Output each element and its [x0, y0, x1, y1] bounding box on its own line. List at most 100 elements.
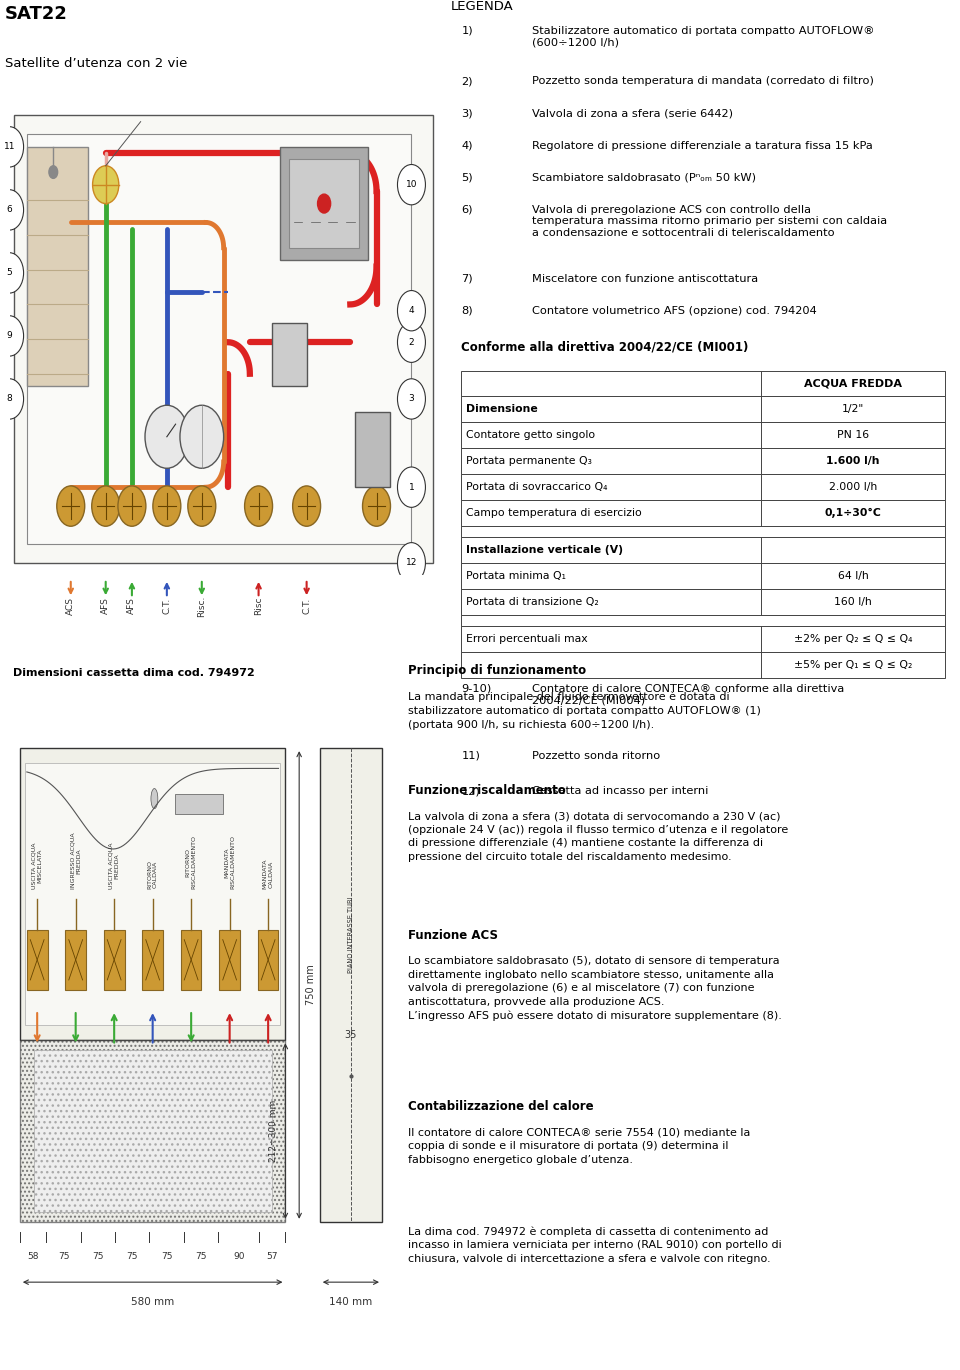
- Text: 5): 5): [461, 173, 473, 182]
- Text: 160 l/h: 160 l/h: [834, 597, 872, 607]
- Text: INGRESSO ACQUA
FREDDA: INGRESSO ACQUA FREDDA: [70, 833, 81, 889]
- Text: Errori percentuali max: Errori percentuali max: [467, 634, 588, 644]
- Text: Dimensioni cassetta dima cod. 794972: Dimensioni cassetta dima cod. 794972: [13, 667, 254, 678]
- Circle shape: [151, 789, 157, 808]
- Bar: [20, 1040, 285, 1222]
- Bar: [180, 930, 202, 991]
- Circle shape: [397, 543, 425, 584]
- Circle shape: [397, 322, 425, 363]
- Bar: [27, 134, 412, 544]
- Bar: [461, 474, 945, 500]
- Text: Regolatore di pressione differenziale a taratura fissa 15 kPa: Regolatore di pressione differenziale a …: [532, 141, 873, 151]
- Text: 9-10): 9-10): [461, 684, 492, 693]
- Bar: [272, 323, 306, 386]
- Text: 1/2": 1/2": [842, 404, 864, 414]
- Text: Funzione ACS: Funzione ACS: [408, 929, 498, 941]
- Text: Portata di transizione Q₂: Portata di transizione Q₂: [467, 597, 599, 607]
- Bar: [280, 147, 368, 260]
- Text: AFS: AFS: [101, 597, 110, 614]
- Text: PIANO INTERASSE TUBI: PIANO INTERASSE TUBI: [348, 896, 354, 973]
- Bar: [219, 930, 240, 991]
- Bar: [320, 748, 382, 1222]
- Text: ACQUA FREDDA: ACQUA FREDDA: [804, 378, 902, 389]
- Bar: [461, 500, 945, 526]
- Text: 750 mm: 750 mm: [306, 964, 316, 1006]
- Bar: [25, 763, 280, 1025]
- Bar: [27, 147, 88, 386]
- Text: 5: 5: [7, 269, 12, 277]
- Text: La mandata principale del fluido termovettore è dotata di
stabilizzatore automat: La mandata principale del fluido termove…: [408, 692, 761, 730]
- Circle shape: [245, 486, 273, 526]
- Text: SAT22: SAT22: [5, 5, 67, 23]
- Circle shape: [0, 252, 24, 293]
- Circle shape: [0, 378, 24, 419]
- Bar: [354, 411, 390, 488]
- Bar: [34, 1051, 272, 1211]
- Text: 6: 6: [7, 206, 12, 214]
- Text: 4: 4: [409, 307, 415, 315]
- Text: Risc: Risc: [254, 596, 263, 615]
- Text: Contatore getto singolo: Contatore getto singolo: [467, 430, 595, 440]
- Bar: [461, 589, 945, 615]
- Bar: [142, 930, 163, 991]
- Text: ±2% per Q₂ ≤ Q ≤ Q₄: ±2% per Q₂ ≤ Q ≤ Q₄: [794, 634, 912, 644]
- Text: 2.000 l/h: 2.000 l/h: [829, 482, 877, 492]
- Bar: [20, 748, 285, 1040]
- Circle shape: [92, 166, 119, 204]
- Text: Portata di sovraccarico Q₄: Portata di sovraccarico Q₄: [467, 482, 608, 492]
- Text: Principio di funzionamento: Principio di funzionamento: [408, 664, 587, 677]
- Text: C.T.: C.T.: [302, 597, 311, 614]
- Text: 8: 8: [7, 395, 12, 403]
- Text: 11): 11): [461, 751, 480, 760]
- Circle shape: [153, 486, 180, 526]
- Text: ±5% per Q₁ ≤ Q ≤ Q₂: ±5% per Q₁ ≤ Q ≤ Q₂: [794, 659, 912, 670]
- Text: LEGENDA: LEGENDA: [451, 0, 514, 12]
- Text: RITORNO
CALDAIA: RITORNO CALDAIA: [147, 860, 158, 889]
- Circle shape: [0, 315, 24, 356]
- Text: 75: 75: [195, 1252, 206, 1262]
- Text: 75: 75: [92, 1252, 104, 1262]
- Text: La dima cod. ​794972​ è completa di cassetta di contenimento ad
incasso in lamie: La dima cod. ​794972​ è completa di cass…: [408, 1226, 781, 1265]
- Circle shape: [188, 486, 216, 526]
- Text: Contatore di calore CONTECA® conforme alla direttiva
2004/22/CE (MI004): Contatore di calore CONTECA® conforme al…: [532, 684, 844, 706]
- Text: 1.600 l/h: 1.600 l/h: [827, 456, 880, 466]
- Text: 4): 4): [461, 141, 472, 151]
- Text: 3): 3): [461, 108, 473, 118]
- Bar: [461, 615, 945, 626]
- Bar: [258, 930, 278, 991]
- Bar: [461, 370, 945, 396]
- Text: La valvola di zona a sfera (3) dotata di servocomando a 230 V (ac)
(opzionale 24: La valvola di zona a sfera (3) dotata di…: [408, 811, 788, 862]
- Circle shape: [293, 486, 321, 526]
- Text: 0,1÷30°C: 0,1÷30°C: [825, 508, 881, 518]
- Text: ACS: ACS: [66, 597, 75, 615]
- Circle shape: [49, 166, 58, 178]
- Bar: [461, 448, 945, 474]
- Text: 6): 6): [461, 204, 472, 215]
- Circle shape: [397, 290, 425, 332]
- Text: Funzione riscaldamento: Funzione riscaldamento: [408, 784, 565, 796]
- Text: 1): 1): [461, 26, 473, 36]
- Text: Lo scambiatore saldobrasato (5), dotato di sensore di temperatura
direttamente i: Lo scambiatore saldobrasato (5), dotato …: [408, 956, 781, 1022]
- Bar: [27, 930, 47, 991]
- Text: Miscelatore con funzione antiscottatura: Miscelatore con funzione antiscottatura: [532, 274, 758, 284]
- Text: Pozzetto sonda temperatura di mandata (corredato di filtro): Pozzetto sonda temperatura di mandata (c…: [532, 77, 874, 86]
- Text: 7): 7): [461, 274, 473, 284]
- Bar: [461, 652, 945, 678]
- Text: 9: 9: [7, 332, 12, 340]
- Text: Dimensione: Dimensione: [467, 404, 538, 414]
- Bar: [104, 930, 125, 991]
- Text: 12): 12): [461, 786, 480, 796]
- Bar: [175, 793, 224, 814]
- Bar: [461, 396, 945, 422]
- Text: 64 l/h: 64 l/h: [838, 571, 869, 581]
- Circle shape: [0, 189, 24, 230]
- Text: Valvola di preregolazione ACS con controllo della
temperatura massima ritorno pr: Valvola di preregolazione ACS con contro…: [532, 204, 887, 238]
- Text: 58: 58: [28, 1252, 39, 1262]
- Text: Stabilizzatore automatico di portata compatto AUTOFLOW®
(600÷1200 l/h): Stabilizzatore automatico di portata com…: [532, 26, 875, 48]
- Text: RITORNO
RISCALDAMENTO: RITORNO RISCALDAMENTO: [185, 836, 197, 889]
- Bar: [461, 563, 945, 589]
- Circle shape: [57, 486, 84, 526]
- Text: Portata minima Q₁: Portata minima Q₁: [467, 571, 566, 581]
- Text: 35: 35: [345, 1030, 357, 1040]
- Text: 8): 8): [461, 306, 473, 315]
